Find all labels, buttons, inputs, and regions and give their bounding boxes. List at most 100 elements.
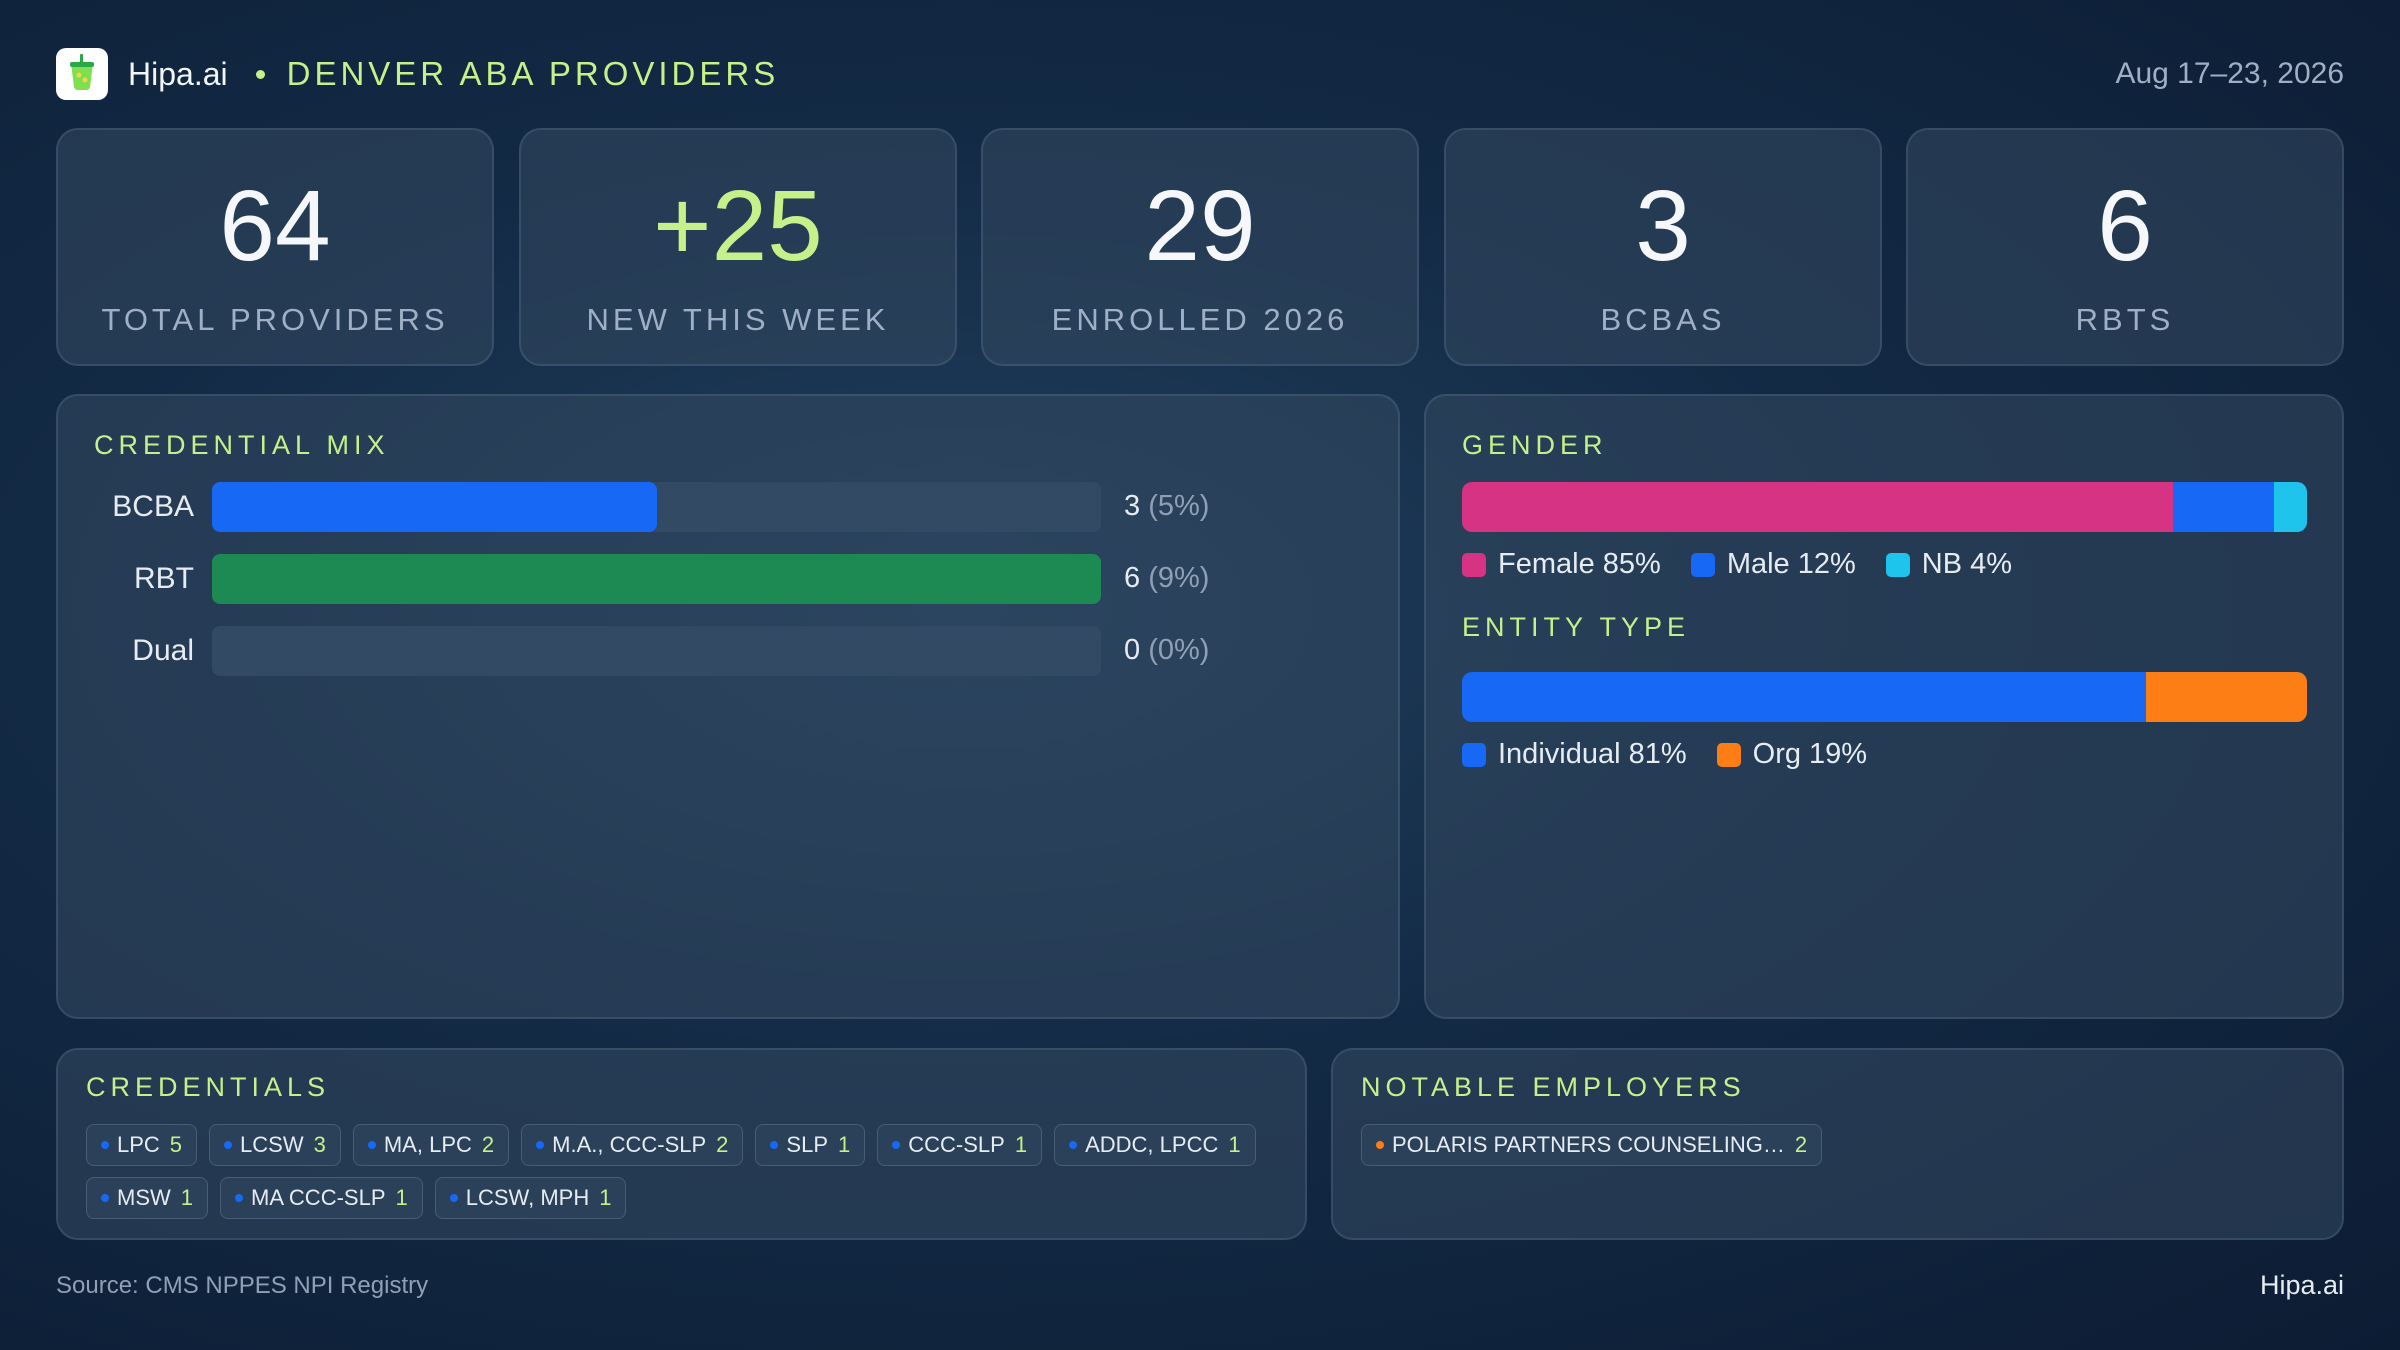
- footer-brand: Hipa.ai: [2259, 1270, 2344, 1300]
- credential-chip: MSW 1: [86, 1177, 209, 1219]
- legend-swatch: [1462, 742, 1486, 767]
- legend-swatch: [1885, 552, 1910, 577]
- kpi-label: NEW THIS WEEK: [586, 302, 890, 337]
- gender-legend: Female 85% Male 12% NB 4%: [1462, 548, 2042, 581]
- chip-dot: [536, 1141, 545, 1149]
- kpi-card-rbts: 6 RBTS: [1906, 128, 2344, 366]
- kpi-value: +25: [653, 170, 823, 282]
- demographics-panel: GENDER Female 85% Male 12% NB 4% ENTITY TY…: [1424, 394, 2344, 1019]
- legend-label: Org 19%: [1752, 738, 1868, 770]
- employers-panel: NOTABLE EMPLOYERS POLARIS PARTNERS COUNS…: [1331, 1048, 2344, 1240]
- bar-label: Dual: [132, 634, 194, 667]
- employer-chip: POLARIS PARTNERS COUNSELING… 2: [1361, 1124, 1823, 1166]
- bar-label: RBT: [134, 562, 194, 595]
- kpi-value: 6: [2097, 170, 2153, 282]
- chip-name: POLARIS PARTNERS COUNSELING…: [1392, 1132, 1785, 1157]
- chip-dot: [101, 1194, 109, 1202]
- stack-segment-female: [1462, 482, 2174, 532]
- bar-label: BCBA: [112, 490, 194, 523]
- legend-label: Male 12%: [1726, 548, 1856, 580]
- bar-value: 0 (0%): [1124, 634, 1209, 667]
- kpi-card-enrolled-2026: 29 ENROLLED 2026: [981, 128, 1419, 366]
- credential-mix-title: CREDENTIAL MIX: [94, 430, 390, 460]
- entity-type-stacked-bar: [1462, 672, 2307, 722]
- bar-fill-bcba: [212, 482, 657, 532]
- chip-name: LCSW, MPH: [465, 1185, 590, 1210]
- bar-row-dual: Dual 0 (0%): [58, 626, 1358, 676]
- kpi-value: 64: [219, 170, 331, 282]
- chip-count: 1: [1014, 1132, 1028, 1157]
- credential-chip: LCSW, MPH 1: [434, 1177, 627, 1219]
- chip-name: LCSW: [240, 1132, 304, 1157]
- chip-name: MA, LPC: [383, 1132, 472, 1157]
- chip-count: 2: [716, 1132, 729, 1157]
- credential-chip: CCC-SLP 1: [877, 1124, 1043, 1166]
- credential-chip: ADDC, LPCC 1: [1054, 1124, 1256, 1166]
- legend-label: NB 4%: [1921, 548, 2013, 580]
- credential-chip: M.A., CCC-SLP 2: [521, 1124, 744, 1166]
- legend-label: Female 85%: [1498, 548, 1661, 580]
- chip-dot: [770, 1141, 779, 1149]
- credentials-title: CREDENTIALS: [86, 1072, 331, 1102]
- chip-dot: [1069, 1141, 1078, 1149]
- legend-swatch: [1716, 742, 1741, 767]
- app-logo: [56, 48, 108, 100]
- report-title: DENVER ABA PROVIDERS: [286, 55, 780, 92]
- chip-name: MA CCC-SLP: [251, 1185, 386, 1210]
- stack-segment-org: [2146, 672, 2307, 722]
- kpi-label: RBTS: [2075, 302, 2175, 337]
- bar-percent: (9%): [1148, 562, 1210, 594]
- brand-name: Hipa.ai: [128, 55, 228, 92]
- chip-dot: [367, 1141, 376, 1149]
- stack-segment-nb: [2273, 482, 2307, 532]
- credential-mix-panel: CREDENTIAL MIX BCBA 3 (5%) RBT 6 (9%) Du…: [56, 394, 1400, 1019]
- chip-count: 1: [838, 1132, 851, 1157]
- kpi-value: 3: [1635, 170, 1691, 282]
- bar-value: 6 (9%): [1124, 562, 1209, 595]
- credential-chip: MA CCC-SLP 1: [220, 1177, 423, 1219]
- credential-chip: MA, LPC 2: [352, 1124, 510, 1166]
- chip-dot: [224, 1141, 233, 1149]
- kpi-value: 29: [1144, 170, 1256, 282]
- kpi-label: ENROLLED 2026: [1051, 302, 1349, 337]
- date-range: Aug 17–23, 2026: [2115, 57, 2344, 90]
- chip-dot: [449, 1194, 458, 1202]
- credentials-panel: CREDENTIALS LPC 5 LCSW 3 MA, LPC 2 M.A., CCC-S…: [56, 1048, 1307, 1240]
- bar-count: 6: [1124, 562, 1141, 594]
- chip-dot: [235, 1194, 244, 1202]
- chip-name: MSW: [117, 1185, 171, 1210]
- bar-track: [212, 626, 1101, 676]
- employer-chip-list: POLARIS PARTNERS COUNSELING… 2: [1361, 1124, 2321, 1166]
- drink-cup-icon: [65, 53, 99, 96]
- entity-type-legend: Individual 81% Org 19%: [1462, 738, 1897, 771]
- kpi-card-bcbas: 3 BCBAS: [1444, 128, 1882, 366]
- bar-row-rbt: RBT 6 (9%): [58, 554, 1358, 604]
- header: Hipa.ai DENVER ABA PROVIDERS Aug 17–23, …: [56, 46, 2344, 102]
- legend-item-org: Org 19%: [1716, 738, 1868, 771]
- bar-track: [212, 554, 1101, 604]
- gender-stacked-bar: [1462, 482, 2307, 532]
- credential-chip: LCSW 3: [209, 1124, 341, 1166]
- chip-count: 1: [1228, 1132, 1241, 1157]
- chip-count: 1: [395, 1185, 408, 1210]
- legend-label: Individual 81%: [1498, 738, 1687, 770]
- bar-value: 3 (5%): [1124, 490, 1209, 523]
- credential-chip-list: LPC 5 LCSW 3 MA, LPC 2 M.A., CCC-SLP 2 SLP 1 CCC-S…: [86, 1124, 1286, 1219]
- chip-count: 2: [1794, 1132, 1808, 1157]
- legend-swatch: [1462, 552, 1486, 577]
- chip-name: CCC-SLP: [908, 1132, 1005, 1157]
- chip-dot: [101, 1141, 109, 1149]
- source-note: Source: CMS NPPES NPI Registry: [56, 1272, 429, 1299]
- chip-count: 2: [481, 1132, 495, 1157]
- bar-count: 3: [1124, 490, 1141, 522]
- chip-name: M.A., CCC-SLP: [552, 1132, 707, 1157]
- kpi-card-total-providers: 64 TOTAL PROVIDERS: [56, 128, 494, 366]
- stack-segment-individual: [1462, 672, 2147, 722]
- bar-track: [212, 482, 1101, 532]
- chip-dot: [1376, 1141, 1384, 1149]
- bar-percent: (0%): [1148, 634, 1210, 666]
- chip-count: 3: [313, 1132, 326, 1157]
- bar-count: 0: [1124, 634, 1141, 666]
- employers-title: NOTABLE EMPLOYERS: [1361, 1072, 1746, 1102]
- kpi-card-new-this-week: +25 NEW THIS WEEK: [519, 128, 957, 366]
